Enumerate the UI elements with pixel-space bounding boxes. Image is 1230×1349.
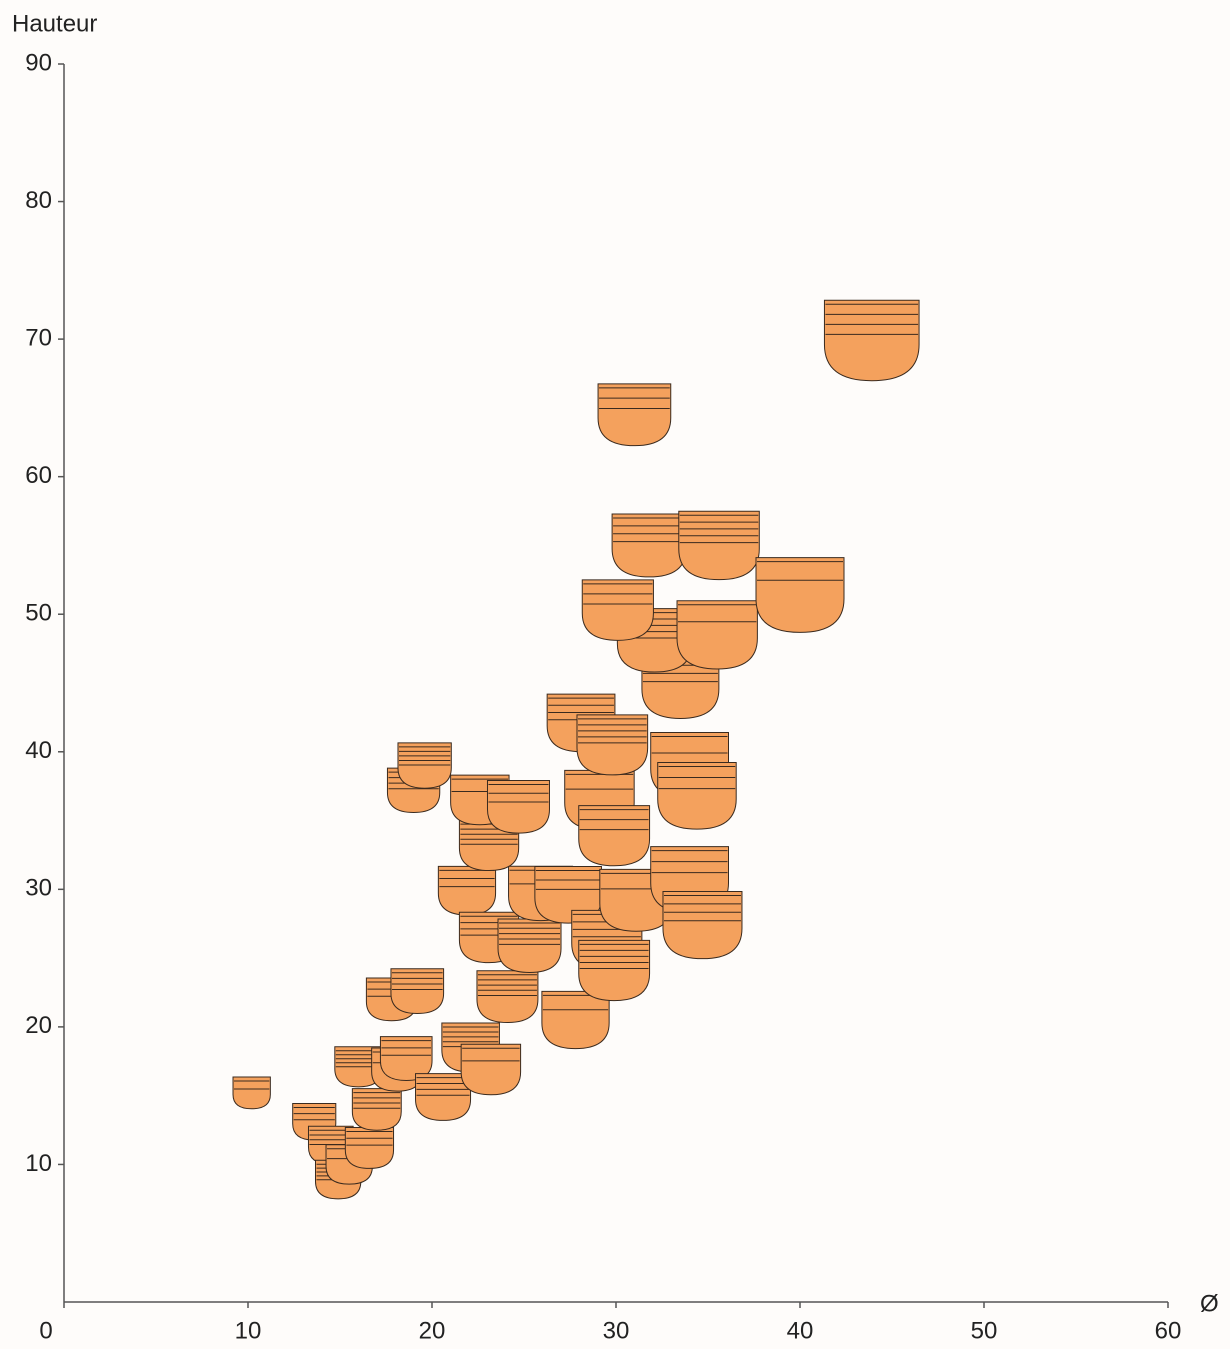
pot-marker bbox=[578, 805, 651, 867]
pot-marker bbox=[486, 779, 550, 834]
pot-marker bbox=[437, 865, 497, 916]
pot-marker bbox=[232, 1076, 271, 1110]
pot-marker bbox=[344, 1126, 395, 1169]
y-tick-label: 90 bbox=[25, 49, 52, 76]
pot-marker bbox=[597, 383, 672, 447]
y-tick-label: 20 bbox=[25, 1012, 52, 1039]
y-tick-label: 60 bbox=[25, 462, 52, 489]
pot-marker bbox=[397, 742, 452, 789]
y-tick-label: 70 bbox=[25, 324, 52, 351]
pot-marker bbox=[476, 970, 539, 1024]
y-tick-label: 10 bbox=[25, 1150, 52, 1177]
pot-marker bbox=[662, 891, 743, 960]
x-tick-label: 20 bbox=[419, 1317, 446, 1344]
x-tick-label: 30 bbox=[603, 1317, 630, 1344]
pot-marker bbox=[458, 819, 520, 872]
pot-marker bbox=[351, 1088, 402, 1131]
pot-marker bbox=[823, 299, 920, 382]
pot-marker bbox=[581, 579, 654, 641]
pot-marker bbox=[676, 600, 758, 670]
x-tick-label: 50 bbox=[971, 1317, 998, 1344]
pot-marker bbox=[678, 510, 760, 581]
y-tick-label: 50 bbox=[25, 600, 52, 627]
x-tick-label: 10 bbox=[235, 1317, 262, 1344]
pot-marker bbox=[755, 557, 845, 633]
pot-marker bbox=[611, 513, 687, 578]
pot-marker bbox=[390, 968, 445, 1015]
x-tick-label: 0 bbox=[39, 1317, 52, 1344]
pot-marker bbox=[541, 990, 610, 1050]
pot-marker bbox=[497, 918, 562, 974]
pot-marker bbox=[657, 761, 737, 830]
x-axis-label: Ø bbox=[1200, 1290, 1219, 1317]
pot-marker bbox=[460, 1043, 522, 1096]
x-tick-label: 40 bbox=[787, 1317, 814, 1344]
pot-marker bbox=[578, 939, 651, 1002]
pot-marker bbox=[415, 1073, 472, 1121]
y-tick-label: 30 bbox=[25, 875, 52, 902]
y-tick-label: 40 bbox=[25, 737, 52, 764]
pot-marker bbox=[576, 714, 649, 776]
y-tick-label: 80 bbox=[25, 187, 52, 214]
y-axis-label: Hauteur bbox=[12, 10, 97, 37]
x-tick-label: 60 bbox=[1155, 1317, 1182, 1344]
